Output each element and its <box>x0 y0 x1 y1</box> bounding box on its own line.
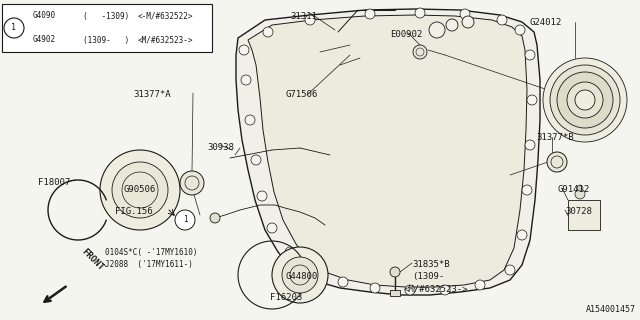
Text: <-M/#632522>: <-M/#632522> <box>138 12 193 20</box>
Circle shape <box>550 65 620 135</box>
Text: G4902: G4902 <box>33 36 56 44</box>
Text: G91412: G91412 <box>558 185 590 194</box>
Text: 31311: 31311 <box>290 12 317 21</box>
Circle shape <box>210 213 220 223</box>
Circle shape <box>180 171 204 195</box>
Text: (1309-   ): (1309- ) <box>83 36 129 44</box>
Text: <M/#632523->: <M/#632523-> <box>404 284 468 293</box>
Polygon shape <box>248 15 527 287</box>
Text: G90506: G90506 <box>123 185 156 194</box>
Circle shape <box>575 189 585 199</box>
Circle shape <box>505 265 515 275</box>
Text: <M/#632523->: <M/#632523-> <box>138 36 193 44</box>
Text: (   -1309): ( -1309) <box>83 12 129 20</box>
Text: F16203: F16203 <box>270 293 302 302</box>
Circle shape <box>310 265 320 275</box>
Text: E00902: E00902 <box>390 30 422 39</box>
Text: 30938: 30938 <box>207 143 234 152</box>
Text: FIG.156: FIG.156 <box>115 207 152 216</box>
Text: 31377*B: 31377*B <box>536 133 573 142</box>
Circle shape <box>245 115 255 125</box>
Text: F18007: F18007 <box>38 178 70 187</box>
Text: A154001457: A154001457 <box>586 305 636 314</box>
Circle shape <box>547 152 567 172</box>
Text: 1: 1 <box>12 23 17 33</box>
Bar <box>390 290 400 296</box>
Circle shape <box>112 162 168 218</box>
Text: G71506: G71506 <box>285 90 317 99</box>
Circle shape <box>460 9 470 19</box>
Circle shape <box>413 45 427 59</box>
Circle shape <box>527 95 537 105</box>
Circle shape <box>285 247 295 257</box>
Circle shape <box>517 230 527 240</box>
Text: FRONT: FRONT <box>80 247 106 272</box>
Circle shape <box>100 150 180 230</box>
Circle shape <box>338 277 348 287</box>
Circle shape <box>365 9 375 19</box>
Circle shape <box>522 185 532 195</box>
Circle shape <box>305 15 315 25</box>
Circle shape <box>175 210 195 230</box>
Circle shape <box>515 25 525 35</box>
Circle shape <box>575 90 595 110</box>
Circle shape <box>525 50 535 60</box>
Circle shape <box>4 18 24 38</box>
Text: 1: 1 <box>182 215 188 225</box>
Circle shape <box>557 72 613 128</box>
Text: 31835*B: 31835*B <box>412 260 450 269</box>
Circle shape <box>390 267 400 277</box>
Circle shape <box>251 155 261 165</box>
Circle shape <box>497 15 507 25</box>
Text: 30728: 30728 <box>565 207 592 216</box>
Bar <box>2 4 212 52</box>
Circle shape <box>475 280 485 290</box>
Circle shape <box>577 185 583 191</box>
Circle shape <box>405 285 415 295</box>
Circle shape <box>282 257 318 293</box>
Circle shape <box>525 140 535 150</box>
Text: J2088  ('17MY1611-): J2088 ('17MY1611-) <box>105 260 193 269</box>
Circle shape <box>543 58 627 142</box>
Polygon shape <box>236 9 540 295</box>
Circle shape <box>415 8 425 18</box>
Circle shape <box>263 27 273 37</box>
Circle shape <box>272 247 328 303</box>
Circle shape <box>446 19 458 31</box>
Circle shape <box>429 22 445 38</box>
Text: G4090: G4090 <box>33 12 56 20</box>
Circle shape <box>241 75 251 85</box>
Circle shape <box>440 285 450 295</box>
Circle shape <box>370 283 380 293</box>
Text: 0104S*C( -'17MY1610): 0104S*C( -'17MY1610) <box>105 248 198 257</box>
Circle shape <box>257 191 267 201</box>
Circle shape <box>239 45 249 55</box>
Circle shape <box>567 82 603 118</box>
Text: G44800: G44800 <box>285 272 317 281</box>
Text: (1309-: (1309- <box>412 272 444 281</box>
Text: G24012: G24012 <box>530 18 563 27</box>
Bar <box>568 200 600 230</box>
Circle shape <box>462 16 474 28</box>
Circle shape <box>267 223 277 233</box>
Text: 31377*A: 31377*A <box>133 90 171 99</box>
